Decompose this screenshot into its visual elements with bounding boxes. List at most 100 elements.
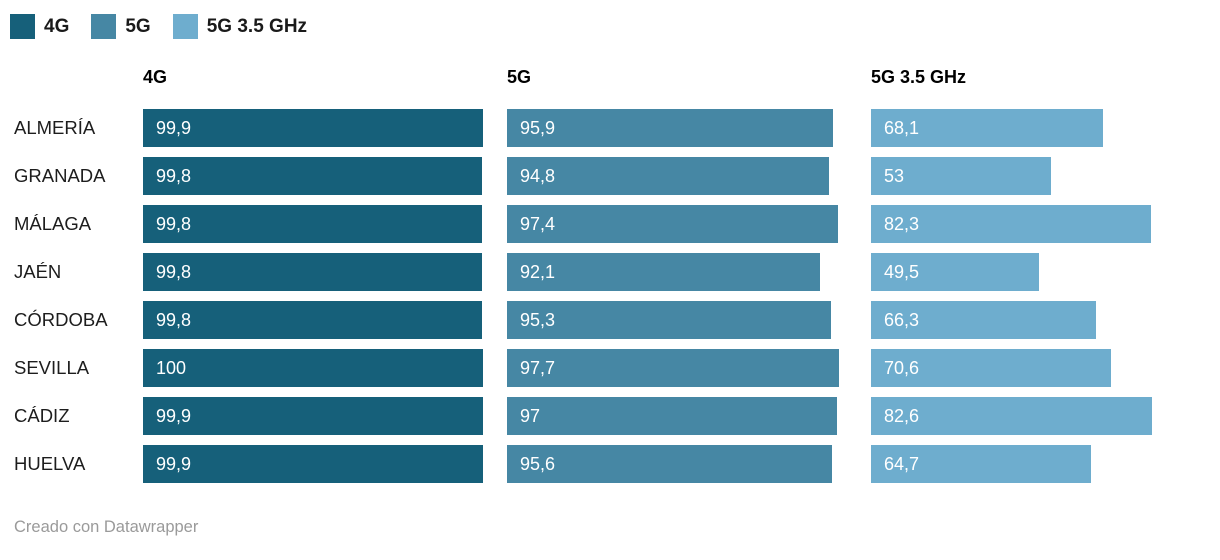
bar-value-label: 82,3	[884, 213, 920, 234]
bar-value-label: 99,9	[156, 405, 192, 426]
bar-value-label: 99,8	[156, 213, 192, 234]
legend-item-5g: 5G	[91, 14, 151, 39]
bar: 100	[143, 349, 483, 387]
bar-value-label: 99,8	[156, 261, 192, 282]
bar-cell: 64,7	[871, 445, 1220, 483]
bar: 64,7	[871, 445, 1091, 483]
bar-value-label: 66,3	[884, 309, 920, 330]
bar-cell: 94,8	[507, 157, 871, 195]
bar-cell: 66,3	[871, 301, 1220, 339]
bar: 95,9	[507, 109, 834, 147]
bar: 70,6	[871, 349, 1112, 387]
row-label: CÓRDOBA	[14, 309, 108, 330]
table-row: CÁDIZ 99,9 97 82,6	[14, 397, 1220, 435]
bar-cell: 95,9	[507, 109, 871, 147]
bar-cell: 95,3	[507, 301, 871, 339]
bar: 97,4	[507, 205, 839, 243]
table-row: MÁLAGA 99,8 97,4 82,3	[14, 205, 1220, 243]
bar-cell: 100	[143, 349, 507, 387]
bar: 82,6	[871, 397, 1152, 435]
bar: 95,6	[507, 445, 833, 483]
bar-cell: 97,4	[507, 205, 871, 243]
bar-cell: 99,9	[143, 397, 507, 435]
row-label: JAÉN	[14, 261, 62, 282]
bar-value-label: 95,6	[520, 453, 556, 474]
column-header-5g35: 5G 3.5 GHz	[871, 67, 967, 87]
table-row: GRANADA 99,8 94,8 53	[14, 157, 1220, 195]
bar-value-label: 99,9	[156, 453, 192, 474]
row-label: HUELVA	[14, 453, 86, 474]
bar-value-label: 97,4	[520, 213, 556, 234]
bar-value-label: 95,3	[520, 309, 556, 330]
bar-value-label: 100	[156, 357, 187, 378]
bar-cell: 99,8	[143, 301, 507, 339]
bar-value-label: 70,6	[884, 357, 920, 378]
bar: 94,8	[507, 157, 830, 195]
bar-cell: 99,9	[143, 109, 507, 147]
bar: 99,9	[143, 445, 483, 483]
bar-cell: 97,7	[507, 349, 871, 387]
bar-cell: 92,1	[507, 253, 871, 291]
bar-chart: 4G 5G 5G 3.5 GHz ALMERÍA 99,9 95,9 68,1 GRAN…	[14, 66, 1220, 493]
bar-cell: 53	[871, 157, 1220, 195]
bar-cell: 97	[507, 397, 871, 435]
bar-value-label: 94,8	[520, 165, 556, 186]
legend-label-5g35: 5G 3.5 GHz	[206, 16, 308, 37]
bar: 92,1	[507, 253, 821, 291]
legend-item-4g: 4G	[10, 14, 69, 39]
bar-cell: 99,8	[143, 157, 507, 195]
legend-swatch-5g35	[172, 14, 198, 39]
bar-value-label: 49,5	[884, 261, 920, 282]
bar: 66,3	[871, 301, 1097, 339]
legend-label-5g: 5G	[125, 16, 151, 37]
bar-value-label: 99,8	[156, 165, 192, 186]
bar: 99,8	[143, 205, 483, 243]
bar-cell: 99,8	[143, 205, 507, 243]
row-label: CÁDIZ	[14, 405, 70, 426]
bar-value-label: 99,8	[156, 309, 192, 330]
bar: 99,9	[143, 397, 483, 435]
column-headers: 4G 5G 5G 3.5 GHz	[14, 66, 1220, 88]
legend-item-5g35: 5G 3.5 GHz	[172, 14, 308, 39]
legend-swatch-4g	[10, 14, 35, 39]
table-row: SEVILLA 100 97,7 70,6	[14, 349, 1220, 387]
bar-cell: 82,6	[871, 397, 1220, 435]
header-spacer	[14, 66, 143, 88]
bar-value-label: 82,6	[884, 405, 920, 426]
row-label: SEVILLA	[14, 357, 90, 378]
bar: 68,1	[871, 109, 1103, 147]
chart-rows: ALMERÍA 99,9 95,9 68,1 GRANADA 99,8 94,8 53 MÁLA…	[14, 109, 1220, 483]
bar: 95,3	[507, 301, 832, 339]
table-row: HUELVA 99,9 95,6 64,7	[14, 445, 1220, 483]
bar-value-label: 53	[884, 165, 905, 186]
bar: 97	[507, 397, 837, 435]
legend: 4G 5G 5G 3.5 GHz	[10, 14, 307, 39]
bar-value-label: 68,1	[884, 117, 920, 138]
row-label: MÁLAGA	[14, 213, 92, 234]
bar-value-label: 99,9	[156, 117, 192, 138]
bar-value-label: 95,9	[520, 117, 556, 138]
bar-value-label: 64,7	[884, 453, 920, 474]
table-row: ALMERÍA 99,9 95,9 68,1	[14, 109, 1220, 147]
bar: 53	[871, 157, 1052, 195]
bar-cell: 99,9	[143, 445, 507, 483]
bar: 97,7	[507, 349, 840, 387]
bar-cell: 95,6	[507, 445, 871, 483]
column-header-5g: 5G	[507, 67, 532, 87]
row-label: ALMERÍA	[14, 117, 96, 138]
row-label: GRANADA	[14, 165, 106, 186]
table-row: JAÉN 99,8 92,1 49,5	[14, 253, 1220, 291]
legend-swatch-5g	[91, 14, 117, 39]
column-header-4g: 4G	[143, 67, 168, 87]
legend-label-4g: 4G	[44, 16, 70, 37]
bar-cell: 68,1	[871, 109, 1220, 147]
bar-value-label: 92,1	[520, 261, 556, 282]
bar-cell: 99,8	[143, 253, 507, 291]
bar-value-label: 97	[520, 405, 541, 426]
bar-value-label: 97,7	[520, 357, 556, 378]
bar: 99,8	[143, 301, 483, 339]
bar-cell: 49,5	[871, 253, 1220, 291]
table-row: CÓRDOBA 99,8 95,3 66,3	[14, 301, 1220, 339]
bar: 49,5	[871, 253, 1040, 291]
